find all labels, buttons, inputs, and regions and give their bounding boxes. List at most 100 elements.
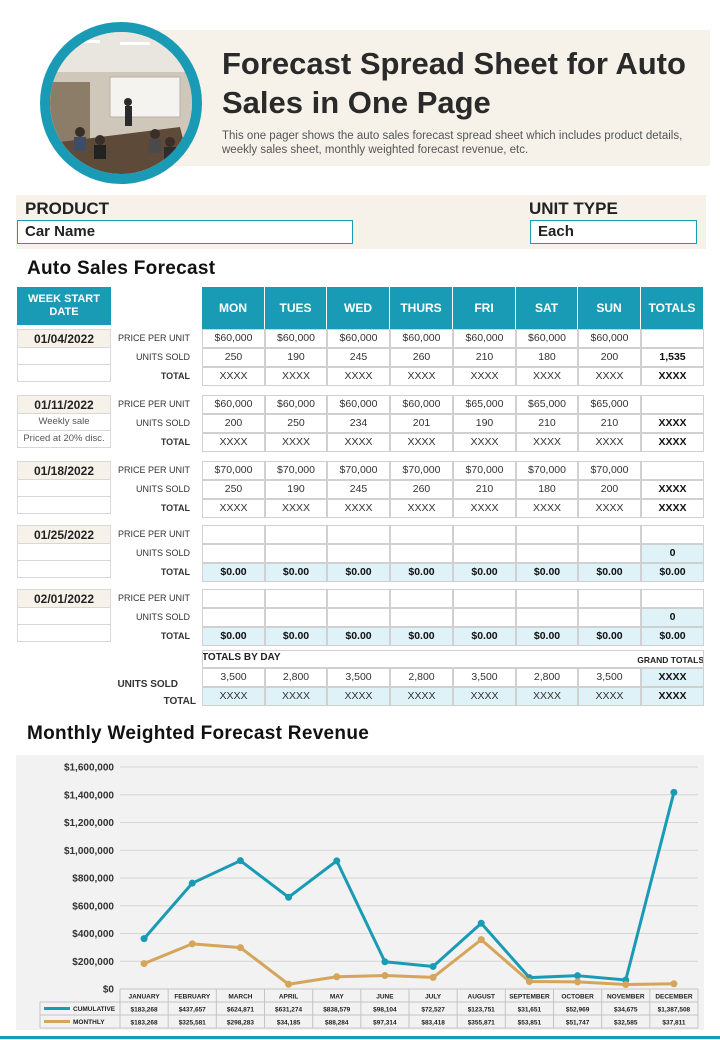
totals-total-cell[interactable]: XXXX: [516, 687, 578, 706]
cell-price[interactable]: $60,000: [265, 329, 327, 348]
cell-units[interactable]: 0: [641, 544, 704, 563]
cell-units[interactable]: 200: [578, 348, 641, 367]
cell-units[interactable]: [578, 544, 641, 563]
cell-units[interactable]: 245: [327, 348, 390, 367]
totals-total-cell[interactable]: XXXX: [453, 687, 516, 706]
cell-units[interactable]: [453, 544, 516, 563]
cell-price[interactable]: $70,000: [516, 461, 578, 480]
cell-total[interactable]: XXXX: [265, 367, 327, 386]
cell-price[interactable]: [641, 525, 704, 544]
cell-price[interactable]: $65,000: [578, 395, 641, 414]
cell-total[interactable]: XXXX: [202, 499, 265, 518]
cell-total[interactable]: XXXX: [641, 499, 704, 518]
cell-total[interactable]: $0.00: [202, 627, 265, 646]
totals-units-cell[interactable]: 2,800: [390, 668, 453, 687]
cell-units[interactable]: 201: [390, 414, 453, 433]
totals-total-cell[interactable]: XXXX: [641, 687, 704, 706]
cell-units[interactable]: [516, 544, 578, 563]
cell-price[interactable]: [265, 589, 327, 608]
cell-total[interactable]: $0.00: [390, 627, 453, 646]
cell-price[interactable]: $70,000: [265, 461, 327, 480]
cell-units[interactable]: [202, 544, 265, 563]
cell-price[interactable]: [641, 395, 704, 414]
cell-units[interactable]: 210: [516, 414, 578, 433]
cell-price[interactable]: $60,000: [390, 395, 453, 414]
cell-total[interactable]: XXXX: [516, 499, 578, 518]
totals-total-cell[interactable]: XXXX: [265, 687, 327, 706]
totals-total-cell[interactable]: XXXX: [327, 687, 390, 706]
cell-total[interactable]: XXXX: [327, 433, 390, 452]
cell-total[interactable]: $0.00: [453, 627, 516, 646]
cell-price[interactable]: $65,000: [516, 395, 578, 414]
cell-units[interactable]: XXXX: [641, 414, 704, 433]
cell-price[interactable]: [265, 525, 327, 544]
cell-price[interactable]: [202, 589, 265, 608]
cell-total[interactable]: XXXX: [578, 499, 641, 518]
totals-units-cell[interactable]: 3,500: [578, 668, 641, 687]
totals-units-cell[interactable]: XXXX: [641, 668, 704, 687]
cell-units[interactable]: [202, 608, 265, 627]
cell-price[interactable]: $60,000: [202, 329, 265, 348]
cell-units[interactable]: [516, 608, 578, 627]
cell-units[interactable]: 234: [327, 414, 390, 433]
cell-price[interactable]: [641, 461, 704, 480]
cell-units[interactable]: 245: [327, 480, 390, 499]
cell-total[interactable]: $0.00: [453, 563, 516, 582]
cell-units[interactable]: 180: [516, 480, 578, 499]
cell-total[interactable]: XXXX: [453, 433, 516, 452]
cell-units[interactable]: 210: [453, 348, 516, 367]
cell-total[interactable]: XXXX: [453, 499, 516, 518]
cell-total[interactable]: $0.00: [202, 563, 265, 582]
cell-price[interactable]: [516, 589, 578, 608]
cell-units[interactable]: [453, 608, 516, 627]
product-field[interactable]: Car Name: [17, 220, 353, 244]
cell-units[interactable]: [265, 544, 327, 563]
cell-total[interactable]: $0.00: [327, 627, 390, 646]
cell-total[interactable]: $0.00: [641, 627, 704, 646]
cell-units[interactable]: [578, 608, 641, 627]
cell-units[interactable]: XXXX: [641, 480, 704, 499]
cell-price[interactable]: $60,000: [202, 395, 265, 414]
totals-total-cell[interactable]: XXXX: [202, 687, 265, 706]
cell-price[interactable]: [578, 525, 641, 544]
cell-price[interactable]: $60,000: [390, 329, 453, 348]
cell-units[interactable]: [327, 544, 390, 563]
cell-price[interactable]: [453, 525, 516, 544]
cell-price[interactable]: $70,000: [578, 461, 641, 480]
totals-units-cell[interactable]: 3,500: [453, 668, 516, 687]
cell-total[interactable]: $0.00: [265, 627, 327, 646]
cell-total[interactable]: XXXX: [641, 367, 704, 386]
cell-price[interactable]: $60,000: [453, 329, 516, 348]
cell-price[interactable]: $60,000: [327, 329, 390, 348]
cell-total[interactable]: $0.00: [578, 563, 641, 582]
cell-price[interactable]: [202, 525, 265, 544]
cell-units[interactable]: 260: [390, 480, 453, 499]
cell-price[interactable]: [453, 589, 516, 608]
cell-price[interactable]: [390, 589, 453, 608]
unit-type-field[interactable]: Each: [530, 220, 697, 244]
cell-price[interactable]: $60,000: [578, 329, 641, 348]
totals-total-cell[interactable]: XXXX: [578, 687, 641, 706]
cell-total[interactable]: XXXX: [202, 367, 265, 386]
cell-units[interactable]: 190: [265, 480, 327, 499]
cell-price[interactable]: $60,000: [327, 395, 390, 414]
cell-total[interactable]: $0.00: [390, 563, 453, 582]
cell-units[interactable]: [390, 544, 453, 563]
cell-units[interactable]: 180: [516, 348, 578, 367]
cell-units[interactable]: 260: [390, 348, 453, 367]
cell-total[interactable]: XXXX: [327, 499, 390, 518]
cell-total[interactable]: XXXX: [327, 367, 390, 386]
cell-total[interactable]: XXXX: [265, 499, 327, 518]
cell-units[interactable]: 250: [202, 348, 265, 367]
cell-total[interactable]: XXXX: [453, 367, 516, 386]
cell-price[interactable]: $65,000: [453, 395, 516, 414]
cell-units[interactable]: 250: [202, 480, 265, 499]
totals-units-cell[interactable]: 2,800: [265, 668, 327, 687]
cell-units[interactable]: 190: [265, 348, 327, 367]
cell-price[interactable]: [641, 589, 704, 608]
cell-price[interactable]: $70,000: [327, 461, 390, 480]
cell-total[interactable]: XXXX: [390, 433, 453, 452]
cell-total[interactable]: $0.00: [265, 563, 327, 582]
cell-units[interactable]: 200: [578, 480, 641, 499]
cell-units[interactable]: [327, 608, 390, 627]
